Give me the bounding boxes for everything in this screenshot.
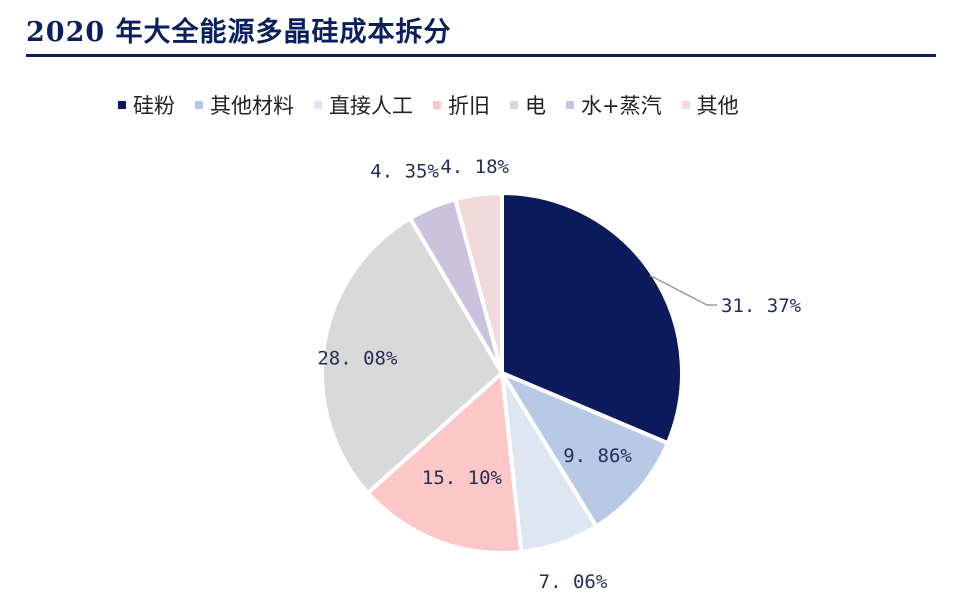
legend-swatch-0	[118, 101, 126, 109]
legend-item-1: 其他材料	[195, 90, 294, 120]
legend-label-1: 其他材料	[210, 94, 294, 118]
slice-label-3: 15. 10%	[422, 467, 503, 489]
legend-label-3: 折旧	[448, 94, 490, 118]
pie-slices	[320, 191, 684, 555]
legend-swatch-2	[314, 101, 322, 109]
slice-label-5: 4. 35%	[370, 161, 439, 183]
legend-label-6: 其他	[696, 94, 739, 118]
pie-slice-1	[500, 371, 670, 529]
legend-swatch-3	[433, 101, 441, 109]
legend: 硅粉 其他材料 直接人工 折旧 电 水+蒸汽 其他	[118, 90, 739, 120]
slice-label-6: 4. 18%	[440, 156, 509, 178]
leader-line-0	[649, 274, 717, 306]
slice-label-0: 31. 37%	[721, 295, 802, 317]
legend-item-2: 直接人工	[314, 90, 413, 120]
legend-swatch-5	[566, 101, 574, 109]
legend-label-0: 硅粉	[133, 94, 175, 118]
slice-label-1: 9. 86%	[563, 445, 632, 467]
slice-label-2: 7. 06%	[539, 571, 608, 593]
pie-slice-3	[365, 371, 524, 555]
legend-item-0: 硅粉	[118, 90, 175, 120]
legend-item-3: 折旧	[433, 90, 490, 120]
pie-labels: 31. 37% 9. 86% 7. 06% 15. 10% 28. 08% 4. 35% 4…	[317, 156, 801, 593]
chart-title: 2020 年大全能源多晶硅成本拆分	[26, 17, 452, 48]
legend-label-5: 水+蒸汽	[581, 94, 662, 118]
legend-item-6: 其他	[681, 90, 739, 120]
legend-item-5: 水+蒸汽	[566, 90, 662, 120]
title-underline	[26, 54, 936, 57]
legend-swatch-1	[195, 101, 203, 109]
legend-item-4: 电	[510, 90, 546, 120]
legend-label-2: 直接人工	[329, 94, 413, 118]
pie-slice-0	[500, 191, 684, 446]
legend-swatch-4	[510, 101, 518, 109]
pie-slice-6	[453, 191, 504, 375]
pie-slice-4	[320, 216, 504, 495]
legend-swatch-6	[681, 101, 690, 109]
legend-label-4: 电	[525, 94, 546, 118]
slice-label-4: 28. 08%	[317, 348, 398, 370]
